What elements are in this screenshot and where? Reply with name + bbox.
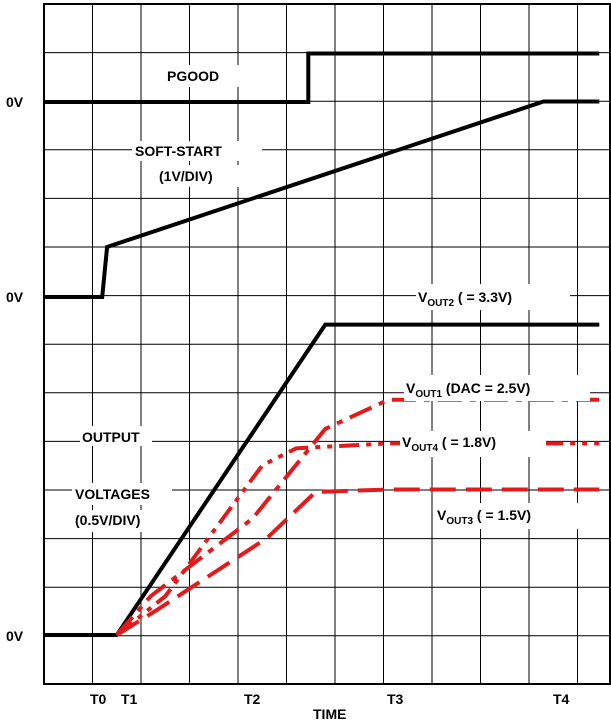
vout2-label: VOUT2 ( = 3.3V): [418, 289, 512, 309]
x-tick-t3: T3: [387, 691, 404, 707]
series-line-vout1: [115, 397, 600, 637]
x-tick-t1: T1: [121, 691, 138, 707]
vout1-label: VOUT1 (DAC = 2.5V): [406, 380, 530, 400]
x-tick-t4: T4: [553, 691, 570, 707]
grid-lines: [44, 4, 610, 684]
series-line-vout4: [115, 441, 600, 637]
label-bg: [160, 65, 252, 87]
y-label-pgood-zero: 0V: [6, 94, 24, 110]
softstart-label: SOFT-START: [135, 143, 222, 159]
label-bg: [72, 510, 168, 532]
vout4-label: VOUT4 ( = 1.8V): [402, 434, 496, 454]
x-tick-t0: T0: [90, 691, 107, 707]
series-line-vout2: [44, 322, 600, 637]
label-bg: [435, 503, 581, 529]
output-voltages-scale-label: (0.5V/DIV): [75, 512, 140, 528]
label-bg: [404, 375, 590, 401]
series-line-pgood: [44, 51, 600, 104]
label-bg: [132, 141, 262, 161]
x-tick-t2: T2: [244, 691, 261, 707]
y-label-softstart-zero: 0V: [6, 289, 24, 305]
vout3-label: VOUT3 ( = 1.5V): [437, 507, 531, 527]
label-bg: [416, 284, 570, 310]
series-line-vout3: [115, 487, 600, 637]
label-bg: [150, 165, 242, 187]
label-bg: [400, 431, 546, 457]
plot-frame: [43, 3, 611, 685]
label-bg: [72, 483, 172, 505]
label-bg: [80, 426, 152, 446]
series-lines: [44, 51, 600, 637]
series-line-soft-start: [44, 99, 600, 299]
x-axis-title: TIME: [313, 706, 346, 722]
pgood-label: PGOOD: [167, 68, 219, 84]
softstart-scale-label: (1V/DIV): [159, 168, 213, 184]
output-voltages-label-2: VOLTAGES: [75, 486, 150, 502]
y-label-output-zero: 0V: [6, 628, 24, 644]
output-voltages-label-1: OUTPUT: [82, 429, 140, 445]
